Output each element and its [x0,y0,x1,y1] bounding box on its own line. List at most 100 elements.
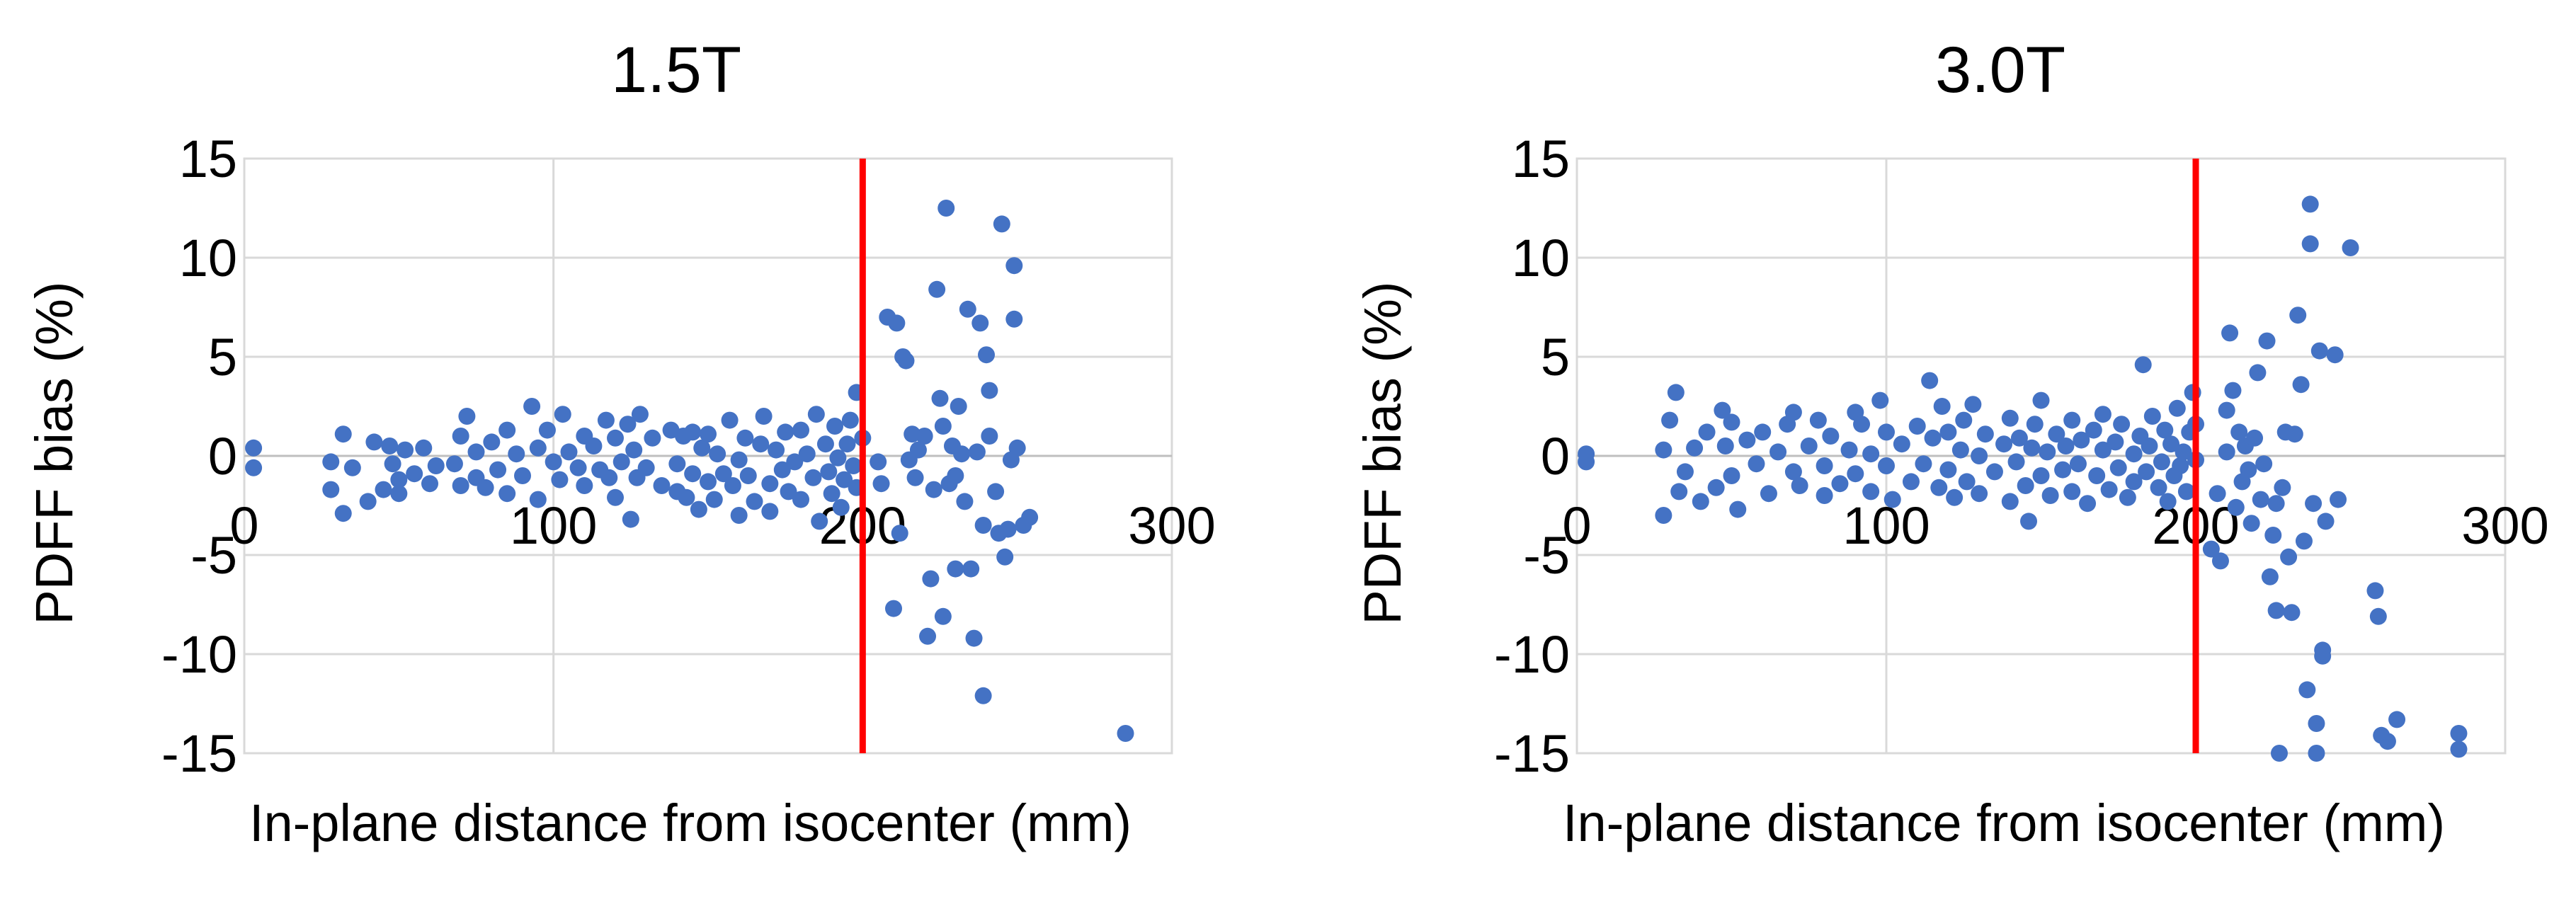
data-point [2085,421,2102,439]
x-tick-label: 0 [1562,496,1591,555]
data-point [953,445,971,463]
data-point [2301,235,2319,253]
y-tick-label: 15 [1512,130,1570,188]
data-point [600,469,618,486]
data-point [2369,607,2387,625]
data-point [736,429,754,447]
data-point [1670,483,1688,500]
data-point [245,439,263,457]
data-point [730,507,748,524]
data-point [959,300,976,318]
data-point [950,398,967,415]
data-point [1738,431,1756,449]
data-point [508,445,525,463]
data-point [684,423,702,441]
data-point [739,467,757,484]
data-point [1893,435,1910,453]
data-point [2289,307,2307,324]
data-point [1816,487,1833,504]
data-point [2125,445,2143,463]
y-axis-label: PDFF bias (%) [1353,281,1412,624]
data-point [999,520,1017,538]
data-point [1021,508,1039,526]
x-tick-label: 0 [229,496,258,555]
data-point [576,477,593,494]
data-point [2150,479,2167,496]
data-point [2017,477,2034,494]
data-point [381,437,399,454]
data-point [829,449,847,467]
chart-title: 1.5T [611,34,741,106]
data-point [1924,429,1942,447]
data-point [625,441,643,459]
data-point [2330,491,2347,508]
data-point [925,481,942,498]
data-point [1667,384,1685,401]
data-point [1707,479,1725,496]
data-point [773,461,791,479]
data-point [721,411,739,429]
data-point [1951,441,1969,459]
x-axis-label: In-plane distance from isocenter (mm) [249,794,1132,852]
data-point [934,418,952,435]
data-point [2172,457,2189,474]
data-point [375,481,392,498]
data-point [2283,604,2301,622]
data-point [2286,425,2303,443]
data-point [607,488,624,506]
data-point [514,467,531,484]
data-point [909,441,927,459]
data-point [678,488,695,506]
data-point [2270,745,2288,762]
data-point [2175,443,2192,461]
data-point [529,491,547,508]
data-point [2267,495,2285,513]
data-point [1964,396,1982,413]
data-point [974,517,992,534]
y-tick-label: -15 [161,724,237,783]
data-point [2295,532,2313,550]
data-point [529,439,547,457]
data-point [483,433,501,451]
data-point [1784,404,1802,421]
data-point [761,503,779,520]
data-point [888,314,906,332]
data-point [653,477,671,494]
data-point [2221,324,2239,342]
data-point [245,459,263,476]
data-point [458,408,476,425]
data-point [2280,548,2298,566]
data-point [1883,491,1901,508]
data-point [1847,465,1864,483]
y-tick-label: 10 [1512,229,1570,287]
data-point [551,471,569,488]
data-point [2177,483,2195,500]
y-tick-label: 0 [208,427,237,486]
data-point [2138,463,2155,481]
data-point [1862,445,1880,463]
data-point [2258,332,2276,350]
data-point [2168,399,2186,417]
data-point [637,459,655,476]
data-point [1939,423,1957,441]
data-point [820,463,838,481]
data-point [498,485,516,503]
data-point [832,498,850,516]
data-point [1985,463,2003,481]
data-point [916,428,933,445]
data-point [798,445,816,463]
data-point [1878,457,1895,474]
data-points [1578,195,2468,762]
data-point [498,421,516,439]
data-point [612,453,630,471]
data-point [2326,346,2344,364]
data-point [1005,257,1023,275]
data-point [724,477,741,494]
data-point [2020,513,2038,530]
data-point [872,475,890,493]
data-point [2274,479,2291,496]
data-point [397,441,414,459]
data-point [816,435,834,453]
data-point [1748,455,1765,473]
data-point [981,382,998,399]
